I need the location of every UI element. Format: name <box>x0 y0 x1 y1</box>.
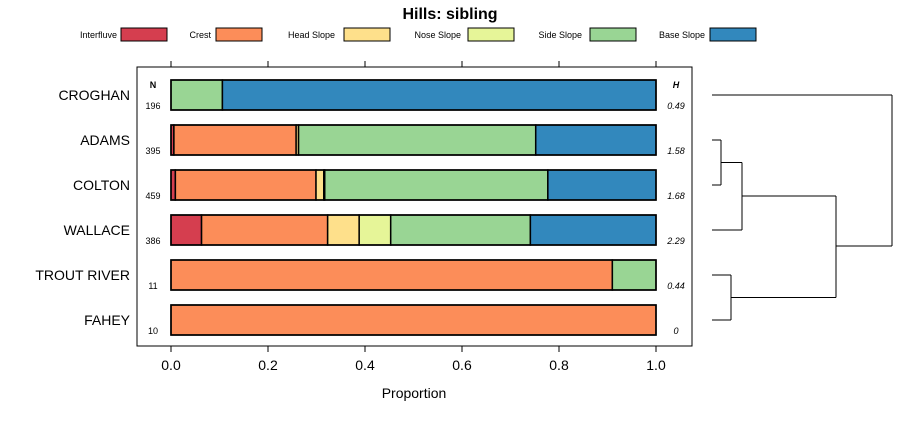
legend-swatch-side-slope <box>589 27 637 42</box>
n-value-adams: 395 <box>145 146 160 156</box>
n-value-trout-river: 11 <box>148 281 157 291</box>
bar-segment-colton-base-slope <box>547 169 657 201</box>
plot-frame <box>136 66 693 347</box>
bar-segment-adams-side-slope <box>297 124 537 156</box>
h-value-trout-river: 0.44 <box>667 281 685 291</box>
chart-title: Hills: sibling <box>402 6 497 23</box>
h-value-adams: 1.58 <box>667 146 685 156</box>
x-tick-label: 0.2 <box>258 357 278 373</box>
dendrogram <box>712 94 893 321</box>
legend-swatch-crest <box>215 27 263 42</box>
bar-segment-colton-side-slope <box>323 169 549 201</box>
legend-label-nose-slope: Nose Slope <box>414 30 461 40</box>
h-column-header: H <box>673 80 680 90</box>
legend-label-interfluve: Interfluve <box>80 30 117 40</box>
h-value-colton: 1.68 <box>667 191 685 201</box>
bars-group: CROGHAN 196 0.49 ADAMS 395 1.58 COLTON 459 1.68 W… <box>35 79 685 336</box>
n-value-colton: 459 <box>145 191 160 201</box>
bar-segment-adams-base-slope <box>534 124 657 156</box>
n-value-fahey: 10 <box>148 326 158 336</box>
bar-row-croghan: CROGHAN 196 0.49 <box>58 79 685 111</box>
category-label-croghan: CROGHAN <box>58 87 130 103</box>
x-tick-label: 0.4 <box>355 357 375 373</box>
legend-label-base-slope: Base Slope <box>659 30 705 40</box>
bar-segment-croghan-base-slope <box>221 79 657 111</box>
legend-swatch-interfluve <box>120 27 168 42</box>
bar-outline-croghan <box>170 79 657 111</box>
bar-outline-trout-river <box>170 259 657 291</box>
category-label-colton: COLTON <box>73 177 130 193</box>
bar-outline-wallace <box>170 214 657 246</box>
category-label-trout-river: TROUT RIVER <box>35 267 130 283</box>
bar-segment-wallace-base-slope <box>529 214 657 246</box>
bar-outline-colton <box>170 169 657 201</box>
legend-label-side-slope: Side Slope <box>538 30 582 40</box>
legend-swatch-base-slope <box>709 27 757 42</box>
legend-label-crest: Crest <box>189 30 211 40</box>
bar-row-adams: ADAMS 395 1.58 <box>80 124 685 156</box>
bar-segment-colton-head-slope <box>315 169 325 201</box>
bar-segment-wallace-crest <box>200 214 329 246</box>
bar-segment-trout-river-crest <box>170 259 614 291</box>
h-value-wallace: 2.29 <box>666 236 685 246</box>
bar-row-fahey: FAHEY 10 0 <box>84 304 679 336</box>
bar-segment-fahey-crest <box>170 304 657 336</box>
category-label-fahey: FAHEY <box>84 312 131 328</box>
legend-label-head-slope: Head Slope <box>288 30 335 40</box>
bar-row-trout-river: TROUT RIVER 11 0.44 <box>35 259 685 291</box>
bar-segment-wallace-head-slope <box>326 214 360 246</box>
h-value-croghan: 0.49 <box>667 101 685 111</box>
legend: Interfluve Crest Head Slope Nose Slope Side … <box>80 27 757 42</box>
bar-segment-trout-river-side-slope <box>611 259 657 291</box>
x-tick-label: 0.8 <box>549 357 569 373</box>
x-axis: 0.0 0.2 0.4 0.6 0.8 1.0 <box>161 61 666 373</box>
x-tick-label: 0.0 <box>161 357 181 373</box>
bar-outline-fahey <box>170 304 657 336</box>
n-value-croghan: 196 <box>145 101 160 111</box>
bar-segment-adams-crest <box>173 124 297 156</box>
legend-swatch-head-slope <box>343 27 391 42</box>
bar-segment-croghan-side-slope <box>170 79 224 111</box>
x-axis-label: Proportion <box>382 385 447 401</box>
bar-row-colton: COLTON 459 1.68 <box>73 169 685 201</box>
legend-swatch-nose-slope <box>467 27 515 42</box>
x-tick-label: 0.6 <box>452 357 472 373</box>
category-label-adams: ADAMS <box>80 132 130 148</box>
x-tick-label: 1.0 <box>646 357 666 373</box>
bar-outline-adams <box>170 124 657 156</box>
bar-row-wallace: WALLACE 386 2.29 <box>64 214 685 246</box>
n-column-header: N <box>150 80 157 90</box>
bar-segment-wallace-interfluve <box>170 214 203 246</box>
bar-segment-wallace-nose-slope <box>358 214 392 246</box>
n-value-wallace: 386 <box>145 236 160 246</box>
h-value-fahey: 0 <box>673 326 678 336</box>
bar-segment-wallace-side-slope <box>389 214 532 246</box>
bar-segment-colton-crest <box>174 169 317 201</box>
category-label-wallace: WALLACE <box>64 222 130 238</box>
